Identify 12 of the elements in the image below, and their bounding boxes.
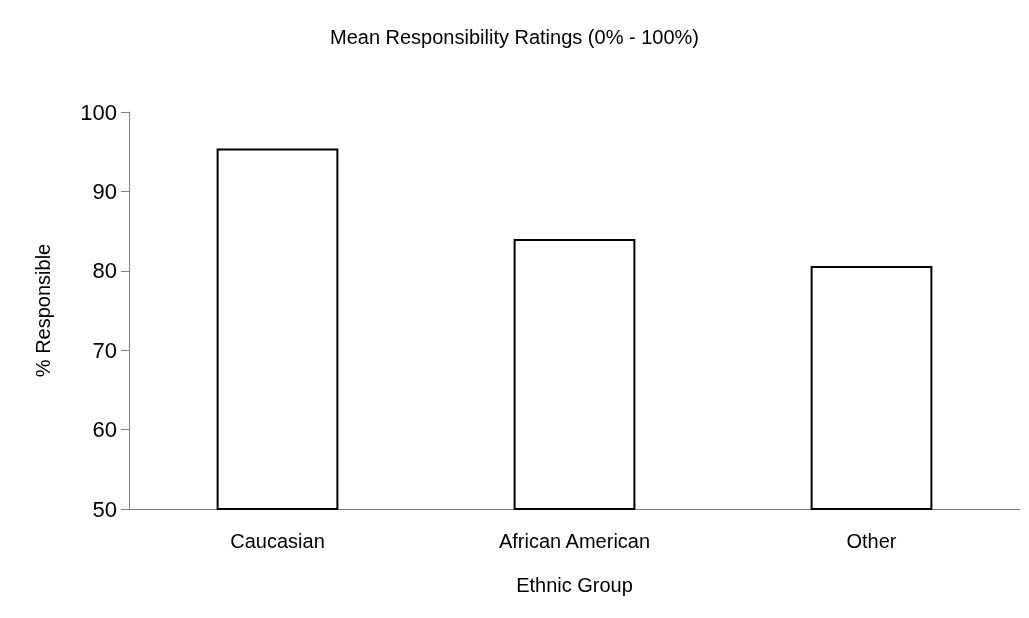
y-tick-label: 80 — [92, 258, 117, 284]
x-axis-title: Ethnic Group — [516, 574, 633, 596]
x-tick-label: African American — [498, 530, 651, 552]
y-axis-title: % Responsible — [32, 243, 54, 378]
x-tick-label: Caucasian — [230, 530, 325, 552]
y-tick-label: 60 — [92, 417, 117, 443]
x-tick-label: Other — [846, 530, 897, 552]
y-tick-label: 100 — [80, 99, 117, 125]
y-tick-label: 70 — [92, 337, 117, 363]
chart-title: Mean Responsibility Ratings (0% - 100%) — [329, 26, 700, 48]
y-tick-label: 50 — [92, 496, 117, 522]
y-tick-label: 90 — [92, 178, 117, 204]
